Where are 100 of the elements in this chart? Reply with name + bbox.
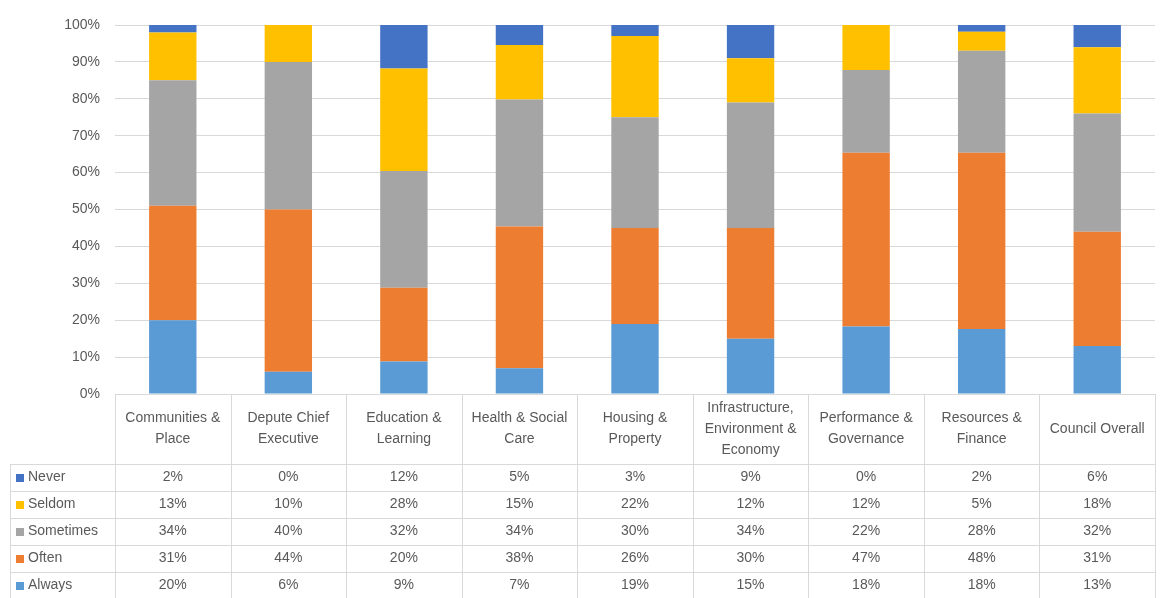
bar: [380, 68, 428, 172]
bar: [611, 323, 659, 394]
y-tick-label: 30%: [71, 274, 100, 291]
bar: [264, 371, 313, 394]
bar: [264, 25, 313, 62]
legend-label: Never: [28, 468, 66, 485]
data-label: 13%: [158, 495, 187, 512]
y-tick-label: 70%: [71, 126, 100, 143]
data-label: 3%: [624, 468, 646, 485]
bar: [842, 25, 890, 71]
bar: [1073, 113, 1121, 232]
bar: [495, 25, 544, 45]
bar: [380, 25, 428, 69]
data-label: 32%: [389, 522, 418, 539]
bar: [380, 171, 428, 288]
bar: [842, 326, 890, 394]
data-label: 40%: [274, 522, 303, 539]
y-tick-label: 60%: [71, 163, 100, 180]
x-tick-label: Council Overall: [1049, 419, 1145, 436]
data-label: 47%: [852, 549, 881, 566]
x-tick-label: Depute Chief Executive: [247, 409, 330, 447]
bar: [1073, 25, 1121, 48]
data-label: 19%: [620, 576, 650, 593]
data-label: 18%: [967, 576, 996, 593]
bar: [149, 205, 197, 321]
data-label: 10%: [274, 495, 303, 512]
bar: [842, 70, 890, 153]
data-label: 0%: [278, 468, 299, 485]
bar: [726, 338, 775, 394]
bar: [149, 25, 197, 33]
data-label: 15%: [736, 576, 765, 593]
bar: [1073, 231, 1121, 347]
data-label: 18%: [1083, 495, 1112, 512]
bar: [726, 25, 775, 59]
data-label: 30%: [736, 549, 765, 566]
data-label: 12%: [852, 495, 881, 512]
data-label: 13%: [1083, 576, 1112, 593]
data-label: 6%: [1087, 468, 1108, 485]
data-label: 5%: [509, 468, 530, 485]
bar: [726, 102, 775, 228]
bar: [264, 61, 313, 210]
bar: [957, 31, 1006, 51]
bar: [726, 58, 775, 103]
data-label: 5%: [971, 495, 992, 512]
bar: [149, 320, 197, 394]
y-tick-label: 80%: [71, 89, 100, 106]
data-label: 34%: [505, 522, 534, 539]
bar: [380, 287, 428, 362]
y-tick-label: 90%: [71, 52, 100, 69]
data-label: 15%: [505, 495, 534, 512]
legend-label: Sometimes: [28, 522, 99, 539]
bar: [1073, 346, 1121, 394]
data-label: 20%: [389, 549, 418, 566]
x-tick-label: Education & Learning: [366, 409, 443, 447]
x-tick-label: Housing & Property: [602, 409, 668, 447]
data-label: 28%: [389, 495, 418, 512]
data-label: 28%: [967, 522, 996, 539]
y-tick-label: 100%: [64, 15, 100, 32]
x-tick-label: Communities & Place: [125, 409, 221, 447]
data-label: 22%: [620, 495, 650, 512]
bar: [149, 32, 197, 81]
bar: [380, 361, 428, 394]
bar: [957, 152, 1006, 330]
data-label: 26%: [620, 549, 650, 566]
bar: [611, 36, 659, 118]
bar: [611, 117, 659, 228]
bar: [842, 152, 890, 327]
x-tick-label: Performance & Governance: [819, 409, 914, 447]
bar: [495, 368, 544, 394]
data-label: 34%: [158, 522, 187, 539]
legend-label: Always: [28, 576, 73, 593]
data-label: 32%: [1083, 522, 1112, 539]
data-label: 48%: [967, 549, 996, 566]
y-tick-label: 10%: [71, 347, 100, 364]
data-label: 20%: [158, 576, 187, 593]
data-label: 9%: [740, 468, 761, 485]
data-label: 2%: [162, 468, 183, 485]
y-tick-label: 40%: [71, 237, 100, 254]
bar: [495, 226, 544, 369]
legend-label: Often: [28, 549, 63, 566]
data-label: 18%: [852, 576, 881, 593]
data-label: 12%: [389, 468, 418, 485]
y-tick-label: 0%: [79, 384, 100, 401]
data-label: 6%: [278, 576, 299, 593]
bar: [495, 44, 544, 100]
data-label: 22%: [852, 522, 881, 539]
data-label: 31%: [158, 549, 187, 566]
bar: [726, 227, 775, 339]
data-label: 30%: [620, 522, 650, 539]
y-tick-label: 50%: [71, 200, 100, 217]
bar: [149, 80, 197, 206]
data-label: 38%: [505, 549, 534, 566]
data-label: 12%: [736, 495, 765, 512]
data-label: 34%: [736, 522, 765, 539]
x-tick-label: Health & Social Care: [471, 409, 568, 447]
bar: [264, 209, 313, 372]
data-label: 7%: [509, 576, 530, 593]
legend-label: Seldom: [28, 495, 76, 512]
data-label: 2%: [971, 468, 992, 485]
bar: [611, 25, 659, 37]
